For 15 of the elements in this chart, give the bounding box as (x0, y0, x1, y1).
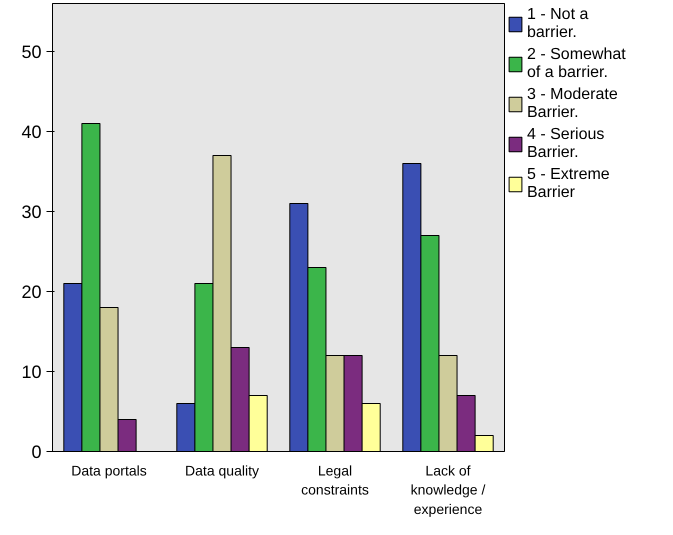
legend-label: 3 - Moderate Barrier. (527, 86, 618, 122)
y-tick-label: 10 (21, 362, 42, 382)
x-tick-label: Legal constraints (301, 462, 369, 498)
x-tick-label: Data quality (185, 462, 259, 478)
legend-label: 1 - Not a barrier. (527, 6, 588, 42)
y-tick-label: 30 (21, 202, 42, 222)
legend-label: 2 - Somewhat of a barrier. (527, 46, 626, 82)
y-tick-label: 40 (21, 122, 42, 142)
legend-label: 5 - Extreme Barrier (527, 166, 610, 202)
y-tick-label: 20 (21, 282, 42, 302)
legend-label: 4 - Serious Barrier. (527, 126, 604, 162)
y-tick-label: 0 (31, 442, 42, 462)
x-tick-label: Data portals (71, 462, 147, 478)
x-tick-label: Lack of knowledge / experience (410, 462, 486, 517)
y-tick-label: 50 (21, 42, 42, 62)
